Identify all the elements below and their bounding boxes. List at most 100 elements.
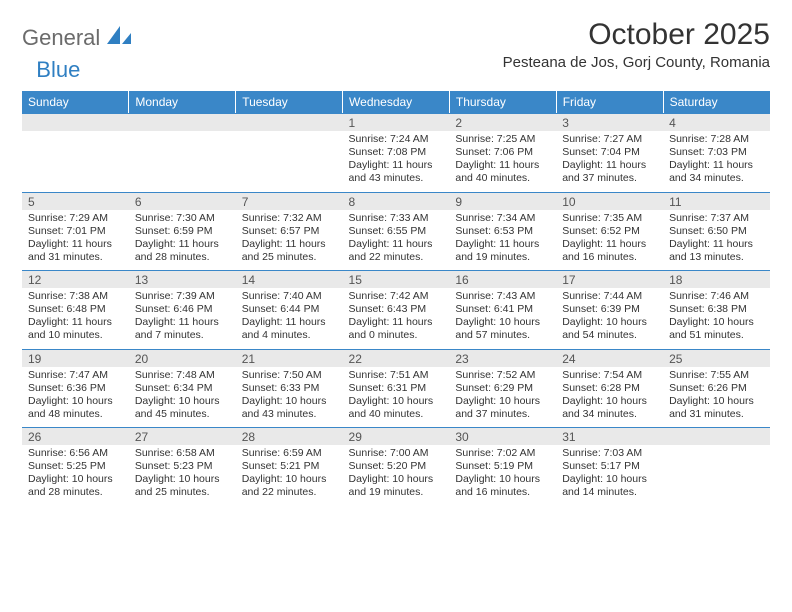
calendar-cell: 23Sunrise: 7:52 AMSunset: 6:29 PMDayligh… — [449, 349, 556, 428]
day-body: Sunrise: 7:32 AMSunset: 6:57 PMDaylight:… — [236, 210, 343, 271]
day-body: Sunrise: 6:59 AMSunset: 5:21 PMDaylight:… — [236, 445, 343, 506]
daylight-line: Daylight: 11 hours and 19 minutes. — [455, 238, 550, 264]
calendar-row: 1Sunrise: 7:24 AMSunset: 7:08 PMDaylight… — [22, 113, 770, 192]
day-body: Sunrise: 7:50 AMSunset: 6:33 PMDaylight:… — [236, 367, 343, 428]
day-body — [236, 131, 343, 189]
calendar-row: 19Sunrise: 7:47 AMSunset: 6:36 PMDayligh… — [22, 349, 770, 428]
sunset-line: Sunset: 6:55 PM — [349, 225, 444, 238]
calendar-cell — [22, 113, 129, 192]
calendar-cell: 10Sunrise: 7:35 AMSunset: 6:52 PMDayligh… — [556, 192, 663, 271]
day-body — [663, 445, 770, 503]
day-body: Sunrise: 7:28 AMSunset: 7:03 PMDaylight:… — [663, 131, 770, 192]
daylight-line: Daylight: 10 hours and 19 minutes. — [349, 473, 444, 499]
sunrise-line: Sunrise: 7:54 AM — [562, 369, 657, 382]
day-number: 7 — [236, 192, 343, 210]
sunset-line: Sunset: 5:17 PM — [562, 460, 657, 473]
calendar-cell: 25Sunrise: 7:55 AMSunset: 6:26 PMDayligh… — [663, 349, 770, 428]
day-number: 11 — [663, 192, 770, 210]
day-number: 16 — [449, 270, 556, 288]
logo-sail-icon — [106, 24, 132, 51]
daylight-line: Daylight: 11 hours and 10 minutes. — [28, 316, 123, 342]
sunset-line: Sunset: 6:34 PM — [135, 382, 230, 395]
day-body — [22, 131, 129, 189]
sunset-line: Sunset: 6:44 PM — [242, 303, 337, 316]
sunset-line: Sunset: 6:43 PM — [349, 303, 444, 316]
day-number — [236, 113, 343, 131]
sunrise-line: Sunrise: 7:55 AM — [669, 369, 764, 382]
day-number: 14 — [236, 270, 343, 288]
daylight-line: Daylight: 11 hours and 4 minutes. — [242, 316, 337, 342]
day-body — [129, 131, 236, 189]
calendar-cell: 19Sunrise: 7:47 AMSunset: 6:36 PMDayligh… — [22, 349, 129, 428]
day-number: 15 — [343, 270, 450, 288]
day-number: 28 — [236, 427, 343, 445]
day-body: Sunrise: 7:38 AMSunset: 6:48 PMDaylight:… — [22, 288, 129, 349]
daylight-line: Daylight: 10 hours and 31 minutes. — [669, 395, 764, 421]
calendar-cell: 31Sunrise: 7:03 AMSunset: 5:17 PMDayligh… — [556, 427, 663, 506]
weekday-header-row: SundayMondayTuesdayWednesdayThursdayFrid… — [22, 91, 770, 113]
daylight-line: Daylight: 11 hours and 31 minutes. — [28, 238, 123, 264]
day-number: 29 — [343, 427, 450, 445]
day-number: 22 — [343, 349, 450, 367]
sunset-line: Sunset: 5:23 PM — [135, 460, 230, 473]
daylight-line: Daylight: 11 hours and 28 minutes. — [135, 238, 230, 264]
weekday-header: Monday — [129, 91, 236, 113]
location-subtitle: Pesteana de Jos, Gorj County, Romania — [503, 54, 770, 71]
calendar-cell: 21Sunrise: 7:50 AMSunset: 6:33 PMDayligh… — [236, 349, 343, 428]
daylight-line: Daylight: 10 hours and 40 minutes. — [349, 395, 444, 421]
sunset-line: Sunset: 6:28 PM — [562, 382, 657, 395]
sunset-line: Sunset: 5:20 PM — [349, 460, 444, 473]
daylight-line: Daylight: 11 hours and 37 minutes. — [562, 159, 657, 185]
sunset-line: Sunset: 6:50 PM — [669, 225, 764, 238]
day-body: Sunrise: 7:37 AMSunset: 6:50 PMDaylight:… — [663, 210, 770, 271]
weekday-header: Wednesday — [343, 91, 450, 113]
sunset-line: Sunset: 6:53 PM — [455, 225, 550, 238]
daylight-line: Daylight: 10 hours and 16 minutes. — [455, 473, 550, 499]
day-body: Sunrise: 7:47 AMSunset: 6:36 PMDaylight:… — [22, 367, 129, 428]
calendar-cell: 30Sunrise: 7:02 AMSunset: 5:19 PMDayligh… — [449, 427, 556, 506]
daylight-line: Daylight: 11 hours and 34 minutes. — [669, 159, 764, 185]
calendar-row: 26Sunrise: 6:56 AMSunset: 5:25 PMDayligh… — [22, 427, 770, 506]
sunrise-line: Sunrise: 7:52 AM — [455, 369, 550, 382]
sunset-line: Sunset: 6:57 PM — [242, 225, 337, 238]
sunrise-line: Sunrise: 7:47 AM — [28, 369, 123, 382]
day-body: Sunrise: 7:51 AMSunset: 6:31 PMDaylight:… — [343, 367, 450, 428]
daylight-line: Daylight: 10 hours and 34 minutes. — [562, 395, 657, 421]
logo-text-general: General — [22, 25, 100, 51]
sunrise-line: Sunrise: 7:02 AM — [455, 447, 550, 460]
day-number: 8 — [343, 192, 450, 210]
sunset-line: Sunset: 5:19 PM — [455, 460, 550, 473]
weekday-header: Friday — [556, 91, 663, 113]
calendar-cell: 3Sunrise: 7:27 AMSunset: 7:04 PMDaylight… — [556, 113, 663, 192]
sunset-line: Sunset: 6:41 PM — [455, 303, 550, 316]
calendar-cell: 11Sunrise: 7:37 AMSunset: 6:50 PMDayligh… — [663, 192, 770, 271]
calendar-cell: 8Sunrise: 7:33 AMSunset: 6:55 PMDaylight… — [343, 192, 450, 271]
day-body: Sunrise: 7:46 AMSunset: 6:38 PMDaylight:… — [663, 288, 770, 349]
calendar-cell: 14Sunrise: 7:40 AMSunset: 6:44 PMDayligh… — [236, 270, 343, 349]
sunrise-line: Sunrise: 7:25 AM — [455, 133, 550, 146]
day-body: Sunrise: 7:40 AMSunset: 6:44 PMDaylight:… — [236, 288, 343, 349]
day-body: Sunrise: 6:58 AMSunset: 5:23 PMDaylight:… — [129, 445, 236, 506]
day-number: 31 — [556, 427, 663, 445]
day-number: 17 — [556, 270, 663, 288]
day-number: 5 — [22, 192, 129, 210]
calendar-cell: 5Sunrise: 7:29 AMSunset: 7:01 PMDaylight… — [22, 192, 129, 271]
sunrise-line: Sunrise: 7:46 AM — [669, 290, 764, 303]
daylight-line: Daylight: 11 hours and 22 minutes. — [349, 238, 444, 264]
sunrise-line: Sunrise: 6:59 AM — [242, 447, 337, 460]
sunrise-line: Sunrise: 6:58 AM — [135, 447, 230, 460]
sunrise-line: Sunrise: 7:30 AM — [135, 212, 230, 225]
sunrise-line: Sunrise: 7:48 AM — [135, 369, 230, 382]
day-body: Sunrise: 7:33 AMSunset: 6:55 PMDaylight:… — [343, 210, 450, 271]
day-number — [663, 427, 770, 445]
day-body: Sunrise: 7:02 AMSunset: 5:19 PMDaylight:… — [449, 445, 556, 506]
day-body: Sunrise: 7:30 AMSunset: 6:59 PMDaylight:… — [129, 210, 236, 271]
calendar-cell: 27Sunrise: 6:58 AMSunset: 5:23 PMDayligh… — [129, 427, 236, 506]
daylight-line: Daylight: 11 hours and 0 minutes. — [349, 316, 444, 342]
sunset-line: Sunset: 5:21 PM — [242, 460, 337, 473]
day-body: Sunrise: 7:43 AMSunset: 6:41 PMDaylight:… — [449, 288, 556, 349]
calendar-cell: 18Sunrise: 7:46 AMSunset: 6:38 PMDayligh… — [663, 270, 770, 349]
day-number: 6 — [129, 192, 236, 210]
calendar-cell: 22Sunrise: 7:51 AMSunset: 6:31 PMDayligh… — [343, 349, 450, 428]
sunset-line: Sunset: 6:38 PM — [669, 303, 764, 316]
